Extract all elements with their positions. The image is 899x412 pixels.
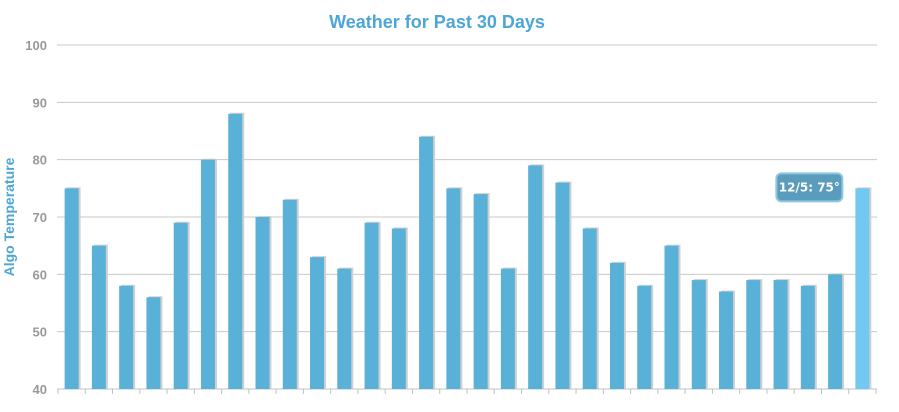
- y-tick-label-70: 70: [33, 210, 47, 225]
- y-tick-label-50: 50: [33, 325, 47, 340]
- y-axis-tick-labels: 40 50 60 70 80 90 100: [25, 38, 47, 397]
- bar[interactable]: [609, 262, 624, 389]
- bar[interactable]: [364, 222, 379, 389]
- bars: [64, 112, 872, 390]
- tooltip: 12/5: 75°: [775, 172, 844, 203]
- bar[interactable]: [282, 199, 297, 389]
- bar[interactable]: [719, 291, 734, 389]
- bar[interactable]: [119, 285, 134, 389]
- bar[interactable]: [146, 297, 161, 389]
- y-tick-label-100: 100: [25, 38, 47, 53]
- bar[interactable]: [582, 228, 597, 389]
- bar[interactable]: [173, 222, 188, 389]
- bar[interactable]: [500, 268, 515, 389]
- bar[interactable]: [337, 268, 352, 389]
- bar[interactable]: [91, 245, 106, 389]
- bar[interactable]: [228, 113, 243, 390]
- y-axis-title: Algo Temperature: [1, 157, 17, 276]
- bar[interactable]: [473, 194, 488, 389]
- bar[interactable]: [691, 280, 706, 389]
- grid-lines: [57, 44, 877, 390]
- tooltip-box: [775, 172, 844, 203]
- bar[interactable]: [773, 280, 788, 389]
- bar[interactable]: [800, 285, 815, 389]
- bar[interactable]: [664, 245, 679, 389]
- y-tick-label-80: 80: [33, 153, 47, 168]
- bar[interactable]: [419, 136, 434, 389]
- y-tick-label-40: 40: [33, 382, 47, 397]
- bar[interactable]: [555, 182, 570, 389]
- y-tick-label-90: 90: [33, 95, 47, 110]
- bar[interactable]: [855, 188, 870, 389]
- bar[interactable]: [528, 165, 543, 389]
- tooltip-label: 12/5: 75°: [779, 180, 840, 194]
- x-axis-ticks: [57, 389, 877, 394]
- bar[interactable]: [64, 188, 79, 389]
- bar[interactable]: [637, 285, 652, 389]
- bar[interactable]: [255, 217, 270, 389]
- chart-title: Weather for Past 30 Days: [329, 12, 545, 32]
- bar[interactable]: [310, 257, 325, 389]
- bar[interactable]: [746, 280, 761, 389]
- y-tick-label-60: 60: [33, 267, 47, 282]
- bar[interactable]: [446, 188, 461, 389]
- bar[interactable]: [828, 274, 843, 389]
- bar[interactable]: [200, 159, 215, 389]
- bar[interactable]: [391, 228, 406, 389]
